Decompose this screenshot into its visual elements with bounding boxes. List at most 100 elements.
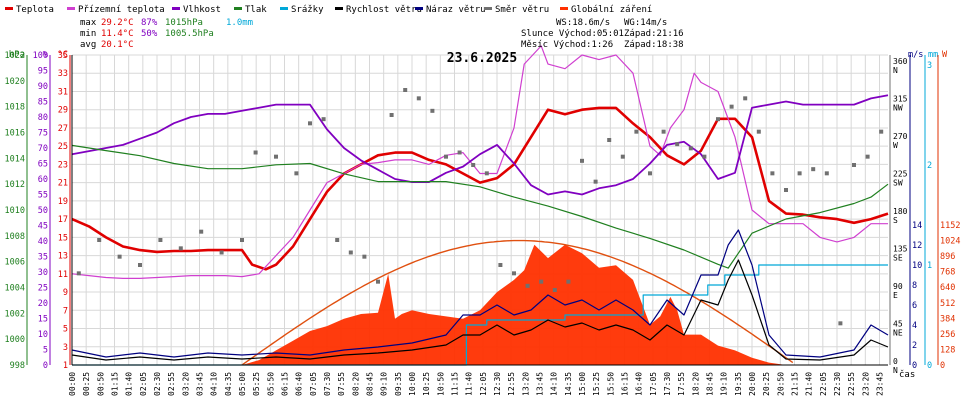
radiation-axis-tick-label: 512: [940, 299, 955, 309]
wind-direction-point: [389, 113, 394, 117]
wind-direction-point: [199, 229, 204, 234]
wind-direction-point: [138, 263, 142, 267]
wind-direction-point: [274, 154, 278, 159]
humidity-axis-tick-label: 15: [38, 315, 48, 325]
wind-direction-point: [675, 142, 680, 147]
radiation-axis-tick-label: 768: [940, 268, 955, 278]
series-rychlost-v-tru: [71, 259, 889, 361]
direction-tick-compass: N: [893, 366, 898, 375]
series-lines: [71, 45, 889, 366]
temperature-axis-tick-label: 21: [58, 179, 68, 189]
legend-swatch: [415, 7, 423, 10]
wind-direction-point: [539, 279, 544, 284]
humidity-axis-tick-label: 55: [38, 191, 48, 201]
x-tick-label: 17:55: [677, 372, 686, 396]
radiation-axis-tick-label: 128: [940, 345, 955, 355]
x-tick-label: 12:05: [479, 372, 488, 396]
min-press: 1005.5hPa: [165, 29, 214, 39]
legend-swatch: [67, 7, 75, 10]
humidity-axis-tick-label: 45: [38, 222, 48, 232]
wind-direction-point: [525, 283, 530, 288]
wind-direction-point: [838, 321, 843, 326]
time-axis-label: čas: [899, 369, 915, 380]
wind-direction-point: [770, 171, 775, 176]
wind-direction-point: [97, 238, 102, 242]
x-tick-label: 02:30: [153, 372, 162, 396]
legend-swatch: [484, 7, 492, 10]
wind-direction-point: [178, 246, 183, 251]
wind-direction-point: [376, 279, 380, 284]
pressure-axis-tick-label: 1022: [5, 51, 25, 61]
wind-axis-tick-label: 14: [912, 221, 922, 231]
humidity-axis-tick-label: 5: [43, 346, 48, 356]
direction-tick-value: 180: [893, 207, 908, 216]
series-vlhkost: [71, 94, 889, 196]
wind-direction-point: [484, 171, 489, 176]
x-tick-label: 10:00: [408, 372, 417, 396]
radiation-axis-tick-label: 256: [940, 330, 955, 340]
x-tick-label: 02:55: [167, 372, 176, 396]
x-tick-label: 23:20: [861, 372, 870, 396]
x-tick-label: 05:50: [266, 372, 275, 396]
wind-direction-point: [620, 154, 625, 159]
temperature-axis-tick-label: 33: [58, 69, 68, 79]
temperature-axis-tick-label: 27: [58, 124, 68, 134]
series-tlak: [71, 144, 889, 269]
legend-swatch: [280, 7, 288, 10]
x-tick-label: 16:15: [621, 372, 630, 396]
wind-direction-point: [784, 188, 788, 192]
wind-direction-point: [824, 171, 829, 176]
x-tick-label: 03:45: [196, 372, 205, 396]
x-tick-label: 10:50: [436, 372, 445, 396]
x-tick-label: 08:45: [366, 372, 375, 396]
direction-tick-value: 0: [893, 357, 898, 366]
wind-direction-point: [566, 279, 571, 284]
legend-label: Náraz větru: [426, 5, 486, 15]
pressure-axis-tick-label: 1004: [5, 284, 25, 294]
humidity-axis-tick-label: 60: [38, 175, 48, 185]
x-tick-label: 11:40: [465, 372, 474, 396]
direction-tick-compass: N: [893, 66, 898, 75]
rain-axis-tick-label: 3: [927, 61, 932, 71]
pressure-axis-tick-label: 1008: [5, 232, 25, 242]
x-tick-label: 23:45: [876, 372, 885, 396]
temperature-axis-tick-label: 19: [58, 197, 68, 207]
humidity-axis-tick-label: 90: [38, 82, 48, 92]
wind-direction-point: [634, 129, 639, 134]
x-tick-label: 12:55: [507, 372, 516, 396]
x-tick-label: 18:45: [706, 372, 715, 396]
temperature-axis-tick-label: 1: [63, 361, 68, 371]
temperature-axis-unit-label: °C: [57, 50, 68, 60]
direction-tick-compass: NE: [893, 329, 903, 338]
pressure-axis-tick-label: 1010: [5, 206, 25, 216]
legend-label: Teplota: [16, 5, 54, 15]
x-tick-label: 01:40: [125, 372, 134, 396]
wind-direction-point: [76, 271, 81, 276]
wind-direction-point: [321, 117, 326, 122]
wind-direction-point: [648, 171, 652, 176]
radiation-axis-tick-label: 896: [940, 252, 955, 262]
temperature-axis-tick-label: 15: [58, 233, 68, 243]
wind-direction-point: [308, 121, 312, 126]
humidity-axis-tick-label: 100: [33, 51, 48, 61]
direction-tick-value: 225: [893, 170, 908, 179]
pressure-axis-tick-label: 1018: [5, 103, 25, 113]
humidity-axis-tick-label: 40: [38, 237, 48, 247]
pressure-axis-unit-label: hPa: [9, 50, 25, 60]
legend-swatch: [560, 7, 568, 10]
wind-direction-point: [797, 171, 802, 176]
wind-axis-tick-label: 2: [912, 341, 917, 351]
radiation-axis-tick-label: 0: [940, 361, 945, 371]
x-tick-label: 00:00: [68, 372, 77, 396]
wind-direction-point: [471, 163, 476, 167]
wind-direction-point: [879, 129, 884, 134]
radiation-axis-tick-label: 640: [940, 283, 955, 293]
radiation-axis-tick-label: 1024: [940, 237, 960, 247]
direction-tick-value: 270: [893, 132, 908, 141]
wind-axis-tick-label: 8: [912, 281, 917, 291]
x-tick-label: 01:15: [111, 372, 120, 396]
wind-direction-point: [457, 150, 462, 155]
wind-speed-max: WS:18.6m/s: [556, 18, 610, 28]
wind-direction-point: [403, 88, 408, 92]
pressure-axis-tick-label: 1000: [5, 335, 25, 345]
